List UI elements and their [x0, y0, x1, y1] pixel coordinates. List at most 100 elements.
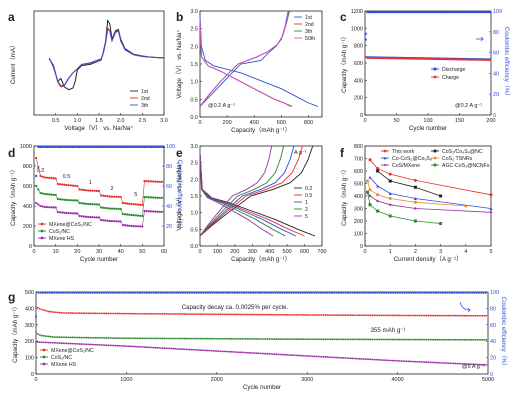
data-point-c-1 — [426, 57, 430, 60]
data-point-g-1 — [402, 338, 405, 341]
data-point-g-2 — [322, 355, 325, 358]
data-point-c-1 — [466, 58, 469, 61]
y2-tick-label-d: 60 — [166, 184, 172, 190]
data-point-g-ce — [44, 291, 47, 294]
data-point-g-2 — [103, 344, 106, 347]
legend-label-b: 3th — [305, 29, 312, 35]
data-point-g-2 — [199, 349, 202, 352]
data-point-g-0 — [55, 311, 57, 314]
data-point-g-0 — [143, 312, 146, 315]
data-point-g-0 — [376, 314, 379, 317]
data-point-g-2 — [268, 352, 271, 355]
data-point-g-2 — [319, 355, 321, 358]
data-point-g-2 — [192, 348, 195, 351]
data-point-g-1 — [259, 338, 262, 340]
data-point-g-2 — [69, 342, 72, 345]
data-point-g-2 — [232, 351, 235, 353]
data-point-c-2 — [432, 10, 435, 14]
data-point-g-ce — [484, 291, 487, 294]
data-point-g-2 — [85, 343, 88, 346]
data-point-g-1 — [414, 338, 417, 341]
data-point-g-0 — [62, 312, 65, 314]
data-point-g-2 — [351, 357, 354, 360]
charge-curve-0.5 — [199, 145, 303, 237]
data-point-d-0 — [126, 202, 129, 205]
data-point-g-2 — [221, 350, 224, 353]
data-point-g-ce — [252, 291, 254, 294]
data-point-g-2 — [201, 349, 204, 352]
data-point-g-ce — [412, 291, 415, 294]
data-point-f-5 — [439, 222, 443, 225]
data-point-d-1 — [50, 193, 53, 196]
data-point-g-ce — [78, 291, 80, 294]
data-point-d-ce — [37, 146, 40, 148]
data-point-g-1 — [46, 335, 48, 338]
data-point-g-1 — [246, 338, 249, 340]
data-point-d-ce — [102, 146, 105, 148]
data-point-f-3 — [464, 204, 468, 208]
data-point-g-0 — [176, 313, 179, 315]
data-point-g-1 — [76, 336, 79, 339]
data-point-d-ce — [124, 146, 126, 148]
charge-curve-2 — [199, 145, 285, 237]
data-point-d-1 — [43, 192, 46, 196]
data-point-g-2 — [143, 346, 146, 349]
data-point-g-1 — [55, 336, 57, 339]
data-point-g-0 — [36, 306, 39, 309]
data-point-c-2 — [425, 10, 428, 14]
data-point-g-2 — [326, 356, 329, 358]
data-point-g-0 — [452, 314, 455, 317]
data-point-g-0 — [134, 312, 137, 315]
data-point-d-0 — [119, 195, 122, 199]
data-point-d-0 — [136, 203, 140, 206]
data-point-g-0 — [161, 313, 164, 315]
data-point-g-ce — [173, 291, 175, 294]
data-point-g-2 — [481, 363, 484, 366]
data-point-g-ce — [403, 291, 406, 294]
data-point-g-0 — [150, 312, 153, 315]
y-axis-label-g: Capacity（mAh g⁻¹） — [12, 303, 19, 363]
legend-label-g: CoS₂/NC — [51, 355, 72, 361]
data-point-g-1 — [291, 338, 294, 341]
data-point-g-ce — [324, 291, 327, 294]
data-point-g-0 — [228, 313, 231, 316]
data-point-d-ce — [65, 146, 68, 148]
data-point-c-1 — [377, 56, 380, 60]
data-point-g-1 — [338, 338, 341, 341]
data-point-g-0 — [109, 312, 112, 315]
data-point-g-ce — [114, 291, 117, 294]
data-point-g-0 — [375, 314, 377, 317]
data-point-g-1 — [111, 337, 113, 339]
data-point-g-2 — [243, 351, 245, 354]
data-point-d-ce — [119, 146, 122, 148]
data-point-c-1 — [428, 57, 431, 61]
data-point-g-ce — [75, 291, 78, 294]
data-point-g-1 — [353, 338, 356, 341]
data-point-g-0 — [335, 314, 338, 317]
rate-label-d: 2 — [110, 186, 113, 192]
data-point-d-ce — [104, 146, 107, 148]
data-point-f-0 — [376, 167, 380, 170]
data-point-c-2 — [447, 10, 450, 14]
data-point-g-2 — [252, 352, 254, 354]
data-point-g-ce — [392, 291, 395, 294]
legend-label-f: CoS/MXene — [392, 163, 420, 169]
data-point-g-1 — [118, 337, 121, 340]
data-point-g-2 — [460, 362, 462, 365]
data-point-g-0 — [357, 314, 359, 317]
x-axis-label-d: Cycle number — [80, 256, 118, 263]
data-point-g-0 — [440, 314, 442, 317]
data-point-g-2 — [167, 347, 169, 350]
data-point-g-0 — [208, 313, 211, 316]
data-point-d-1 — [65, 198, 68, 202]
data-point-d-0 — [76, 184, 79, 188]
data-point-g-0 — [250, 313, 253, 316]
data-point-g-2 — [409, 360, 412, 363]
data-point-d-ce — [85, 146, 87, 148]
data-point-d-1 — [82, 202, 85, 205]
data-point-g-0 — [409, 314, 412, 317]
data-point-g-1 — [299, 338, 301, 341]
data-point-g-1 — [234, 337, 236, 340]
data-point-g-0 — [434, 314, 437, 317]
data-point-c-1 — [445, 58, 448, 61]
